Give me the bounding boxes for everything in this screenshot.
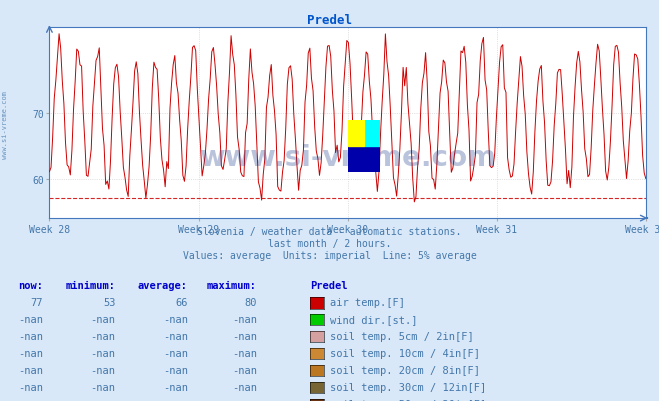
- Text: -nan: -nan: [163, 348, 188, 358]
- Text: soil temp. 20cm / 8in[F]: soil temp. 20cm / 8in[F]: [330, 365, 480, 375]
- Polygon shape: [364, 120, 380, 146]
- Polygon shape: [349, 146, 380, 172]
- Text: Predel: Predel: [307, 14, 352, 27]
- Text: 53: 53: [103, 298, 115, 308]
- Text: -nan: -nan: [90, 382, 115, 392]
- Text: -nan: -nan: [232, 331, 257, 341]
- Text: soil temp. 5cm / 2in[F]: soil temp. 5cm / 2in[F]: [330, 331, 473, 341]
- Text: maximum:: maximum:: [207, 281, 257, 291]
- Polygon shape: [349, 120, 364, 146]
- Text: -nan: -nan: [18, 314, 43, 324]
- Text: soil temp. 50cm / 20in[F]: soil temp. 50cm / 20in[F]: [330, 399, 486, 401]
- Text: www.si-vreme.com: www.si-vreme.com: [199, 144, 496, 172]
- Text: 80: 80: [244, 298, 257, 308]
- Text: -nan: -nan: [18, 365, 43, 375]
- Text: -nan: -nan: [90, 365, 115, 375]
- Text: -nan: -nan: [232, 348, 257, 358]
- Text: last month / 2 hours.: last month / 2 hours.: [268, 239, 391, 249]
- Text: average:: average:: [138, 281, 188, 291]
- Text: Slovenia / weather data - automatic stations.: Slovenia / weather data - automatic stat…: [197, 227, 462, 237]
- Text: now:: now:: [18, 281, 43, 291]
- Text: -nan: -nan: [18, 382, 43, 392]
- Text: soil temp. 10cm / 4in[F]: soil temp. 10cm / 4in[F]: [330, 348, 480, 358]
- Text: -nan: -nan: [232, 314, 257, 324]
- Text: -nan: -nan: [232, 365, 257, 375]
- Text: 77: 77: [30, 298, 43, 308]
- Text: -nan: -nan: [163, 365, 188, 375]
- Text: -nan: -nan: [18, 348, 43, 358]
- Text: minimum:: minimum:: [65, 281, 115, 291]
- Text: 66: 66: [175, 298, 188, 308]
- Text: -nan: -nan: [90, 399, 115, 401]
- Text: -nan: -nan: [163, 314, 188, 324]
- Text: -nan: -nan: [90, 314, 115, 324]
- Text: air temp.[F]: air temp.[F]: [330, 298, 405, 308]
- Text: -nan: -nan: [90, 331, 115, 341]
- Text: Values: average  Units: imperial  Line: 5% average: Values: average Units: imperial Line: 5%…: [183, 251, 476, 261]
- Text: -nan: -nan: [163, 331, 188, 341]
- Text: -nan: -nan: [18, 331, 43, 341]
- Text: wind dir.[st.]: wind dir.[st.]: [330, 314, 417, 324]
- Polygon shape: [349, 120, 380, 172]
- Text: -nan: -nan: [163, 382, 188, 392]
- Text: Predel: Predel: [310, 281, 347, 291]
- Text: -nan: -nan: [18, 399, 43, 401]
- Text: soil temp. 30cm / 12in[F]: soil temp. 30cm / 12in[F]: [330, 382, 486, 392]
- Text: www.si-vreme.com: www.si-vreme.com: [2, 90, 9, 158]
- Text: -nan: -nan: [90, 348, 115, 358]
- Text: -nan: -nan: [163, 399, 188, 401]
- Text: -nan: -nan: [232, 382, 257, 392]
- Polygon shape: [364, 120, 380, 146]
- Text: -nan: -nan: [232, 399, 257, 401]
